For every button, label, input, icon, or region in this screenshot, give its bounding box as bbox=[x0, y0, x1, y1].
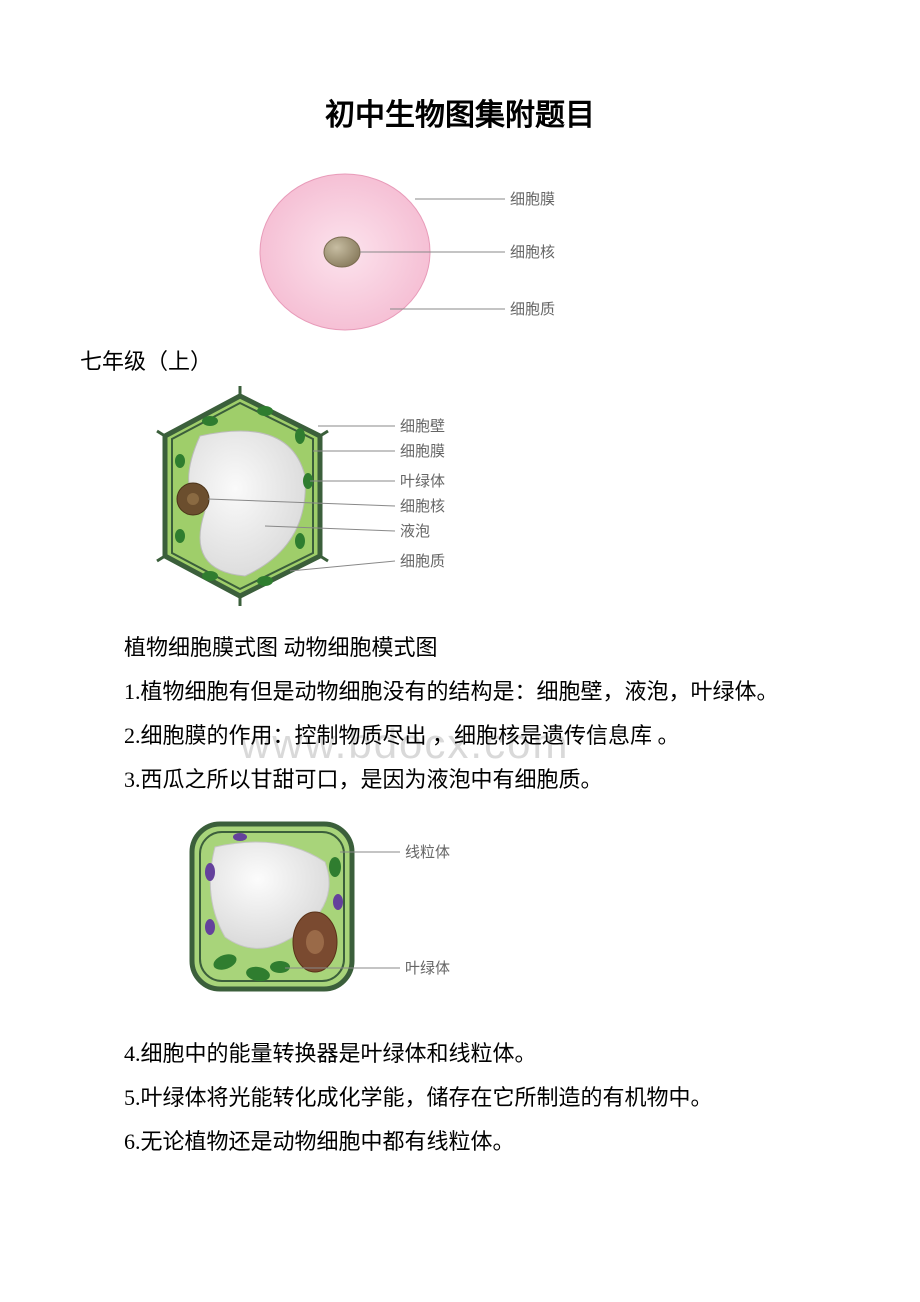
label-chloroplast: 叶绿体 bbox=[400, 473, 445, 490]
point-5: 5.叶绿体将光能转化成化学能，储存在它所制造的有机物中。 bbox=[80, 1076, 840, 1120]
label-chloroplast: 叶绿体 bbox=[405, 960, 450, 977]
grade-label: 七年级（上） bbox=[80, 344, 840, 376]
label-cytoplasm: 细胞质 bbox=[510, 301, 555, 318]
point-6: 6.无论植物还是动物细胞中都有线粒体。 bbox=[80, 1120, 840, 1164]
plant-cell-figure: 细胞壁 细胞膜 叶绿体 细胞核 液泡 细胞质 bbox=[150, 381, 840, 626]
label-nucleus: 细胞核 bbox=[400, 498, 445, 515]
label-wall: 细胞壁 bbox=[400, 418, 445, 435]
page-title: 初中生物图集附题目 bbox=[80, 90, 840, 134]
chloroplast-icon bbox=[202, 416, 218, 426]
point-2: 2.细胞膜的作用：控制物质尽出 ，细胞核是遗传信息库 。 bbox=[80, 714, 840, 758]
label-mitochondria: 线粒体 bbox=[405, 844, 450, 861]
point-1: 1.植物细胞有但是动物细胞没有的结构是：细胞壁，液泡，叶绿体。 bbox=[80, 670, 840, 714]
label-membrane: 细胞膜 bbox=[510, 191, 555, 208]
mitochondria-icon bbox=[205, 863, 215, 881]
animal-cell-svg: 细胞膜 细胞核 细胞质 bbox=[250, 164, 620, 339]
label-cytoplasm: 细胞质 bbox=[400, 553, 445, 570]
point-3: 3.西瓜之所以甘甜可口，是因为液泡中有细胞质。 bbox=[80, 758, 840, 802]
label-vacuole: 液泡 bbox=[400, 523, 430, 540]
caption: 植物细胞膜式图 动物细胞模式图 bbox=[80, 626, 840, 670]
point-4: 4.细胞中的能量转换器是叶绿体和线粒体。 bbox=[80, 1032, 840, 1076]
label-membrane: 细胞膜 bbox=[400, 443, 445, 460]
plant-cell-svg: 细胞壁 细胞膜 叶绿体 细胞核 液泡 细胞质 bbox=[150, 381, 550, 621]
energy-cell-figure: 线粒体 叶绿体 bbox=[180, 812, 840, 1017]
nucleus-icon bbox=[324, 237, 360, 267]
animal-cell-figure: 细胞膜 细胞核 细胞质 bbox=[250, 164, 840, 344]
label-nucleus: 细胞核 bbox=[510, 244, 555, 261]
energy-cell-svg: 线粒体 叶绿体 bbox=[180, 812, 500, 1012]
